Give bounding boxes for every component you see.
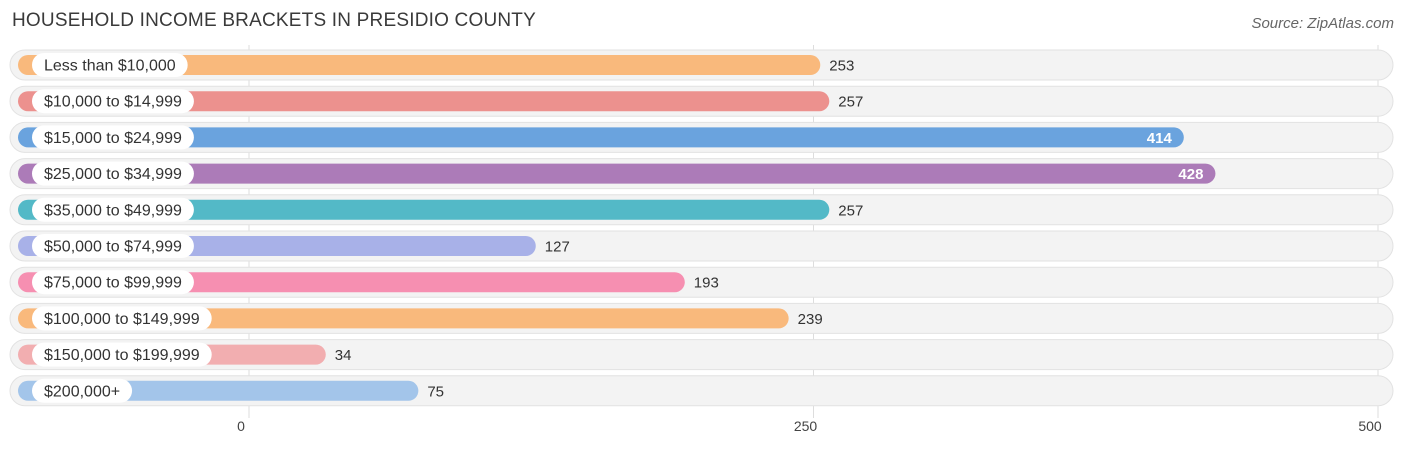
bar [18,199,830,220]
category-pill [32,197,194,222]
x-tick-label: 250 [794,418,818,434]
value-label: 75 [427,383,444,400]
category-pill [32,161,194,186]
category-pill [32,306,212,331]
category-label: $75,000 to $99,999 [44,275,182,292]
category-pill [32,342,212,367]
category-pill [32,270,194,295]
category-label: $35,000 to $49,999 [44,202,182,219]
bar [18,91,830,112]
category-pill [32,378,133,403]
value-label: 257 [838,202,863,219]
source-label: Source: ZipAtlas.com [1251,15,1394,32]
x-tick-label: 0 [237,418,245,434]
bar [18,127,1184,148]
chart-title: HOUSEHOLD INCOME BRACKETS IN PRESIDIO CO… [12,10,536,31]
bar [18,55,821,75]
category-pill [32,125,194,150]
bar [18,308,789,329]
category-label: $15,000 to $24,999 [44,130,182,147]
x-tick-label: 500 [1358,418,1382,434]
category-pill [32,234,194,258]
value-label: 253 [829,58,854,75]
value-label: 257 [838,94,863,111]
category-label: $200,000+ [44,383,120,400]
category-label: $100,000 to $149,999 [44,311,200,328]
row-track [9,339,1394,371]
value-label: 193 [694,275,719,292]
value-label: 34 [335,347,352,364]
category-pill [32,89,194,114]
category-label: $50,000 to $74,999 [44,239,182,256]
category-label: $25,000 to $34,999 [44,166,182,183]
category-label: $10,000 to $14,999 [44,94,182,111]
bar [18,163,1216,184]
category-pill [32,53,188,77]
value-label: 414 [1147,130,1173,147]
category-label: Less than $10,000 [44,58,176,75]
value-label: 428 [1178,166,1203,183]
category-label: $150,000 to $199,999 [44,347,200,364]
value-label: 127 [545,239,570,256]
value-label: 239 [798,311,823,328]
